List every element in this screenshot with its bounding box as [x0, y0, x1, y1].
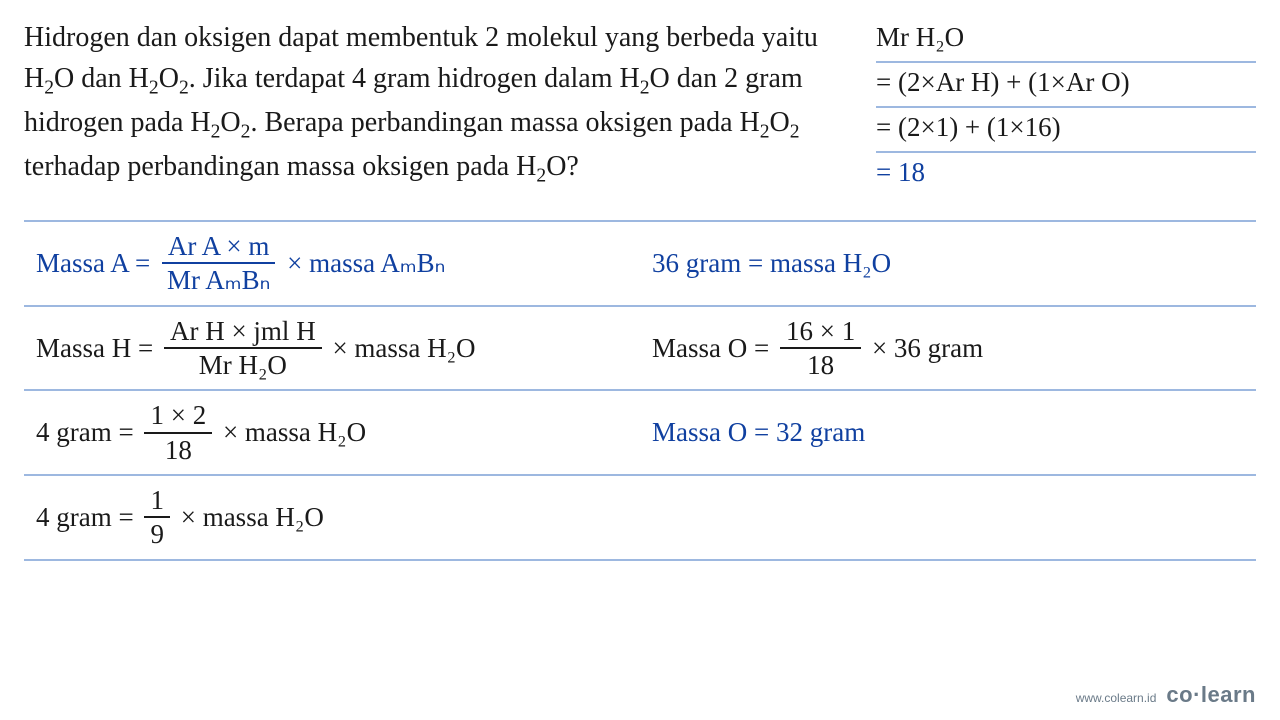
formula-massa-a: Massa A = Ar A × mMr AₘBₙ × massa AₘBₙ: [36, 232, 445, 295]
work-row-3: 4 gram = 1 × 218 × massa H₂O Massa O = 3…: [24, 389, 1256, 474]
footer: www.colearn.id co·learn: [1076, 682, 1256, 708]
result-massa-o: Massa O = 32 gram: [652, 417, 865, 448]
calc-4gram-step2: 4 gram = 19 × massa H₂O: [36, 486, 324, 549]
mr-row-4: = 18: [876, 153, 1256, 196]
footer-url: www.colearn.id: [1076, 691, 1157, 705]
work-row-4: 4 gram = 19 × massa H₂O: [24, 474, 1256, 561]
formula-massa-o: Massa O = 16 × 118 × 36 gram: [652, 317, 983, 380]
footer-brand: co·learn: [1166, 682, 1256, 708]
work-row-1: Massa A = Ar A × mMr AₘBₙ × massa AₘBₙ 3…: [24, 220, 1256, 305]
mr-row-1: Mr H₂O: [876, 18, 1256, 63]
work-area: Massa A = Ar A × mMr AₘBₙ × massa AₘBₙ 3…: [24, 220, 1256, 561]
calc-4gram-step1: 4 gram = 1 × 218 × massa H₂O: [36, 401, 366, 464]
mr-calculation: Mr H₂O = (2×Ar H) + (1×Ar O) = (2×1) + (…: [876, 18, 1256, 196]
mr-row-3: = (2×1) + (1×16): [876, 108, 1256, 153]
result-massa-h2o: 36 gram = massa H₂O: [652, 248, 891, 279]
work-row-2: Massa H = Ar H × jml HMr H₂O × massa H₂O…: [24, 305, 1256, 390]
formula-massa-h: Massa H = Ar H × jml HMr H₂O × massa H₂O: [36, 317, 476, 380]
mr-row-2: = (2×Ar H) + (1×Ar O): [876, 63, 1256, 108]
question-text: Hidrogen dan oksigen dapat membentuk 2 m…: [24, 18, 856, 196]
